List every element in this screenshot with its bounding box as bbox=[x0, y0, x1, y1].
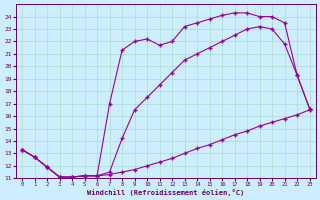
X-axis label: Windchill (Refroidissement éolien,°C): Windchill (Refroidissement éolien,°C) bbox=[87, 189, 244, 196]
